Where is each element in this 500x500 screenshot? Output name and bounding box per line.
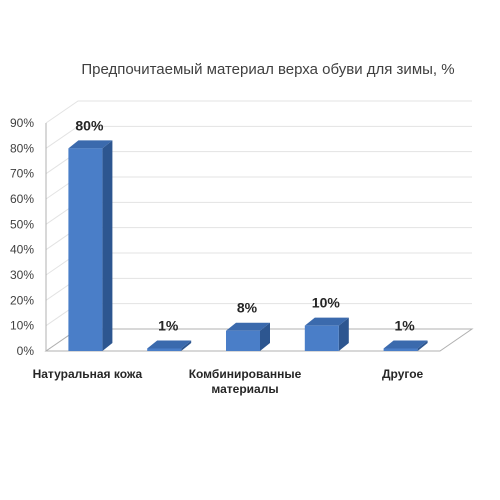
data-label: 1% [394,317,415,333]
bar [68,140,113,351]
bar-side [417,340,428,351]
bar-top [304,317,349,326]
bars [68,140,428,351]
category-label: Комбинированные материалы [189,367,302,396]
bar-side [260,322,270,351]
y-tick-label: 0% [17,344,35,358]
y-tick-label: 20% [10,293,34,307]
chart-title: Предпочитаемый материал верха обуви для … [81,61,454,78]
category-labels: Натуральная кожа Комбинированные материалы… [33,367,424,396]
y-tick-label: 70% [10,167,34,181]
bar-top [68,140,113,149]
y-axis-tick-labels: 0% 10% 20% 30% 40% 50% 60% 70% 80% 90% [10,116,34,358]
y-tick-label: 10% [10,319,34,333]
data-label: 80% [75,117,104,133]
bar-side [181,340,192,351]
y-tick-label: 40% [10,243,34,257]
bar-front [68,148,103,351]
y-tick-label: 60% [10,192,34,206]
bar-top [147,340,192,349]
bar [383,340,428,351]
data-label: 8% [237,300,258,316]
bar-side [102,140,113,351]
bar-front [226,330,260,351]
y-tick-label: 80% [10,141,34,155]
category-label: Другое [382,367,424,381]
y-tick-label: 30% [10,268,34,282]
gridline [45,100,472,124]
data-label: 10% [312,295,341,311]
bar [304,317,349,351]
bar-top [226,322,270,331]
y-tick-label: 90% [10,116,34,130]
bar-front [383,348,418,351]
bar-side [338,317,349,351]
bar [147,340,192,351]
bar-front [147,348,182,351]
data-label: 1% [158,317,179,333]
gridline [45,125,472,149]
bar [226,322,270,351]
bar-top [383,340,428,349]
y-tick-label: 50% [10,217,34,231]
data-labels: 80% 1% 8% 10% 1% [75,117,415,333]
category-label: Натуральная кожа [33,367,143,381]
bar-front [304,325,339,351]
